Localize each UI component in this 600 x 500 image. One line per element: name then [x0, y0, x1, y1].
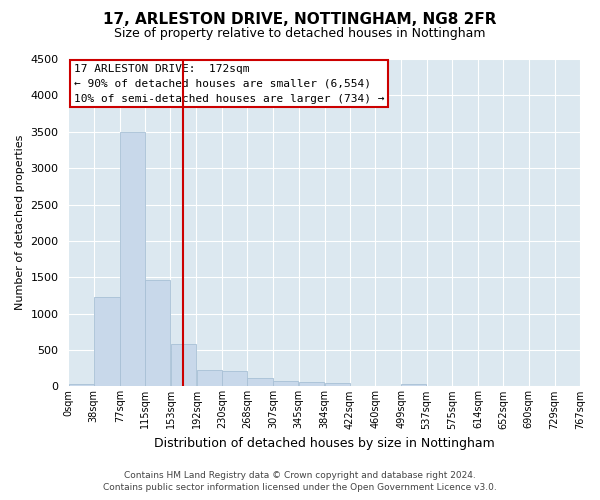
Bar	[94, 297, 119, 386]
Bar	[222, 371, 247, 386]
Bar	[401, 384, 427, 386]
Text: Size of property relative to detached houses in Nottingham: Size of property relative to detached ho…	[114, 28, 486, 40]
Bar	[170, 344, 196, 387]
Bar	[120, 132, 145, 386]
Text: Contains HM Land Registry data © Crown copyright and database right 2024.
Contai: Contains HM Land Registry data © Crown c…	[103, 471, 497, 492]
Bar	[247, 378, 273, 386]
Bar	[325, 384, 350, 386]
Text: 17, ARLESTON DRIVE, NOTTINGHAM, NG8 2FR: 17, ARLESTON DRIVE, NOTTINGHAM, NG8 2FR	[103, 12, 497, 28]
X-axis label: Distribution of detached houses by size in Nottingham: Distribution of detached houses by size …	[154, 437, 494, 450]
Y-axis label: Number of detached properties: Number of detached properties	[15, 135, 25, 310]
Bar	[145, 280, 170, 386]
Bar	[197, 370, 221, 386]
Bar	[274, 380, 298, 386]
Bar	[299, 382, 325, 386]
Text: 17 ARLESTON DRIVE:  172sqm
← 90% of detached houses are smaller (6,554)
10% of s: 17 ARLESTON DRIVE: 172sqm ← 90% of detac…	[74, 64, 384, 104]
Bar	[68, 384, 94, 386]
